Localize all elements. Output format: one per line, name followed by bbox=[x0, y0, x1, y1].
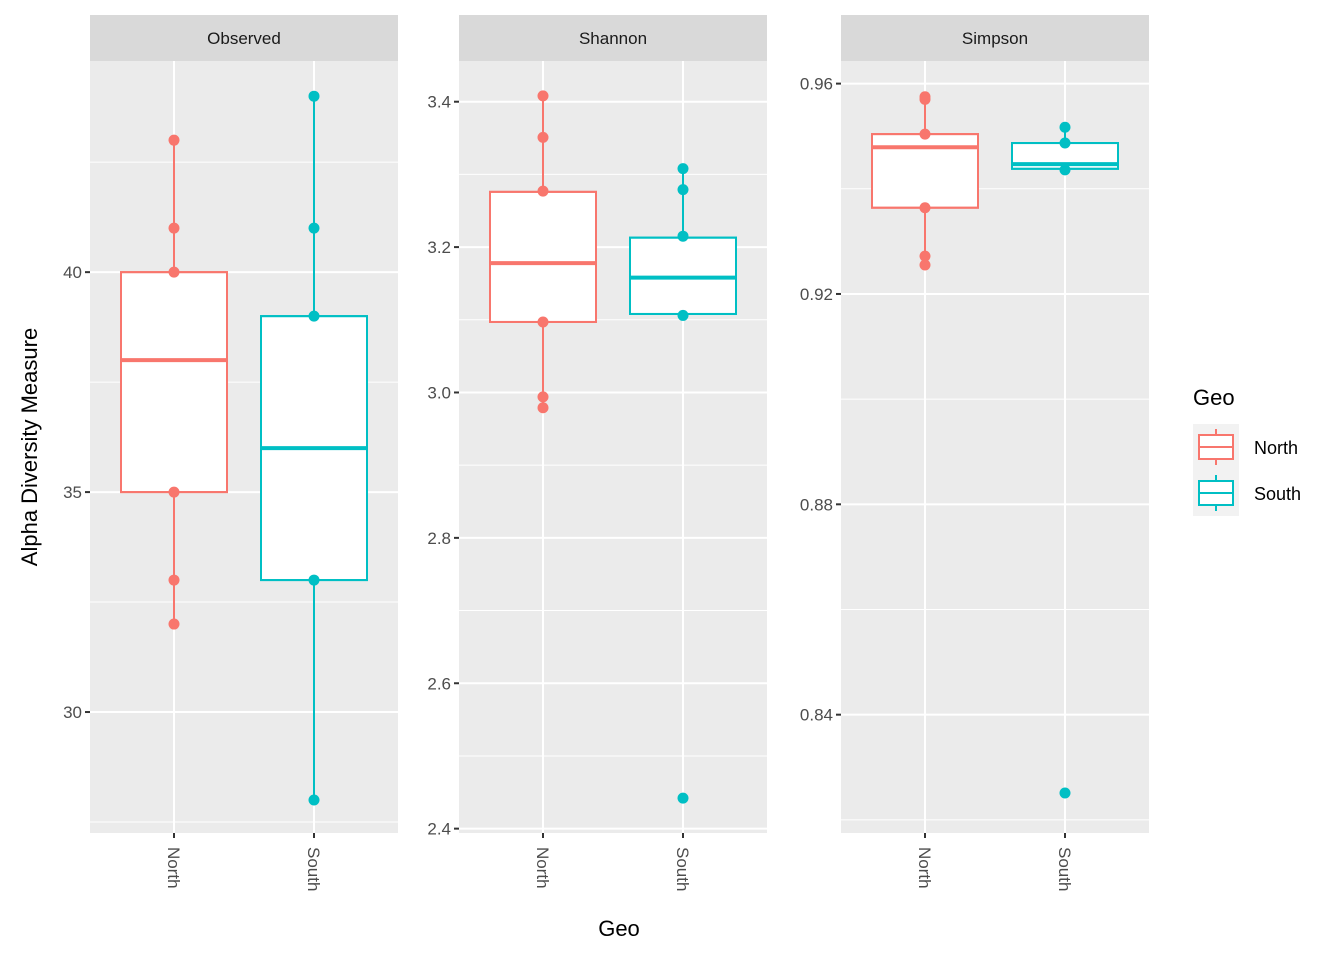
x-tick-label: North bbox=[164, 847, 183, 889]
data-point bbox=[1059, 787, 1071, 799]
data-point bbox=[168, 134, 180, 146]
x-tick-label: South bbox=[304, 847, 323, 891]
legend-key-north bbox=[1198, 429, 1234, 465]
panel-simpson: Simpson 0.84 0.88 0.92 0.96 North South bbox=[800, 15, 1149, 891]
data-point bbox=[677, 163, 689, 175]
data-point bbox=[168, 574, 180, 586]
box-south bbox=[1011, 121, 1119, 799]
legend-key-south bbox=[1198, 475, 1234, 511]
facet-strip-label: Simpson bbox=[962, 29, 1028, 48]
data-point bbox=[919, 93, 931, 105]
box-iqr bbox=[489, 190, 597, 323]
facet-strip-label: Shannon bbox=[579, 29, 647, 48]
facet-strip bbox=[459, 15, 767, 61]
data-point bbox=[1059, 164, 1071, 176]
data-point bbox=[677, 184, 689, 196]
box-outline bbox=[489, 190, 597, 323]
y-tick-label: 3.4 bbox=[427, 93, 451, 112]
data-point bbox=[537, 402, 549, 414]
legend-label: South bbox=[1254, 484, 1301, 504]
box-north bbox=[871, 91, 979, 271]
panel-shannon: Shannon 2.4 2.6 2.8 3.0 3.2 3.4 North South bbox=[427, 15, 767, 891]
facet-strip bbox=[90, 15, 398, 61]
data-point bbox=[919, 250, 931, 262]
x-axis-title: Geo bbox=[598, 916, 640, 941]
legend-title: Geo bbox=[1193, 385, 1235, 410]
y-axis-title: Alpha Diversity Measure bbox=[17, 328, 42, 566]
y-tick-label: 0.88 bbox=[800, 495, 833, 514]
data-point bbox=[919, 259, 931, 271]
data-point bbox=[537, 90, 549, 102]
facet-strip-label: Observed bbox=[207, 29, 281, 48]
data-point bbox=[308, 794, 320, 806]
y-tick-label: 0.92 bbox=[800, 285, 833, 304]
x-tick-label: South bbox=[1055, 847, 1074, 891]
panel-background bbox=[459, 61, 767, 833]
box-iqr bbox=[871, 133, 979, 209]
box-north bbox=[120, 134, 228, 630]
y-tick-label: 0.84 bbox=[800, 706, 833, 725]
y-tick-label: 35 bbox=[63, 483, 82, 502]
box-outline bbox=[1011, 142, 1119, 170]
y-tick-label: 2.8 bbox=[427, 529, 451, 548]
y-tick-label: 30 bbox=[63, 703, 82, 722]
data-point bbox=[537, 391, 549, 403]
x-tick-label: South bbox=[673, 847, 692, 891]
x-tick-label: North bbox=[915, 847, 934, 889]
facet-strip bbox=[841, 15, 1149, 61]
data-point bbox=[537, 131, 549, 143]
box-south bbox=[629, 163, 737, 804]
data-point bbox=[168, 618, 180, 630]
panels: Observed 30 35 40 North South Shannon 2.4 2.6 2.8… bbox=[63, 15, 1149, 891]
box-iqr bbox=[120, 271, 228, 494]
data-point bbox=[308, 222, 320, 234]
y-tick-label: 2.4 bbox=[427, 820, 451, 839]
data-point bbox=[168, 222, 180, 234]
data-point bbox=[677, 309, 689, 321]
y-tick-label: 3.2 bbox=[427, 238, 451, 257]
box-south bbox=[260, 90, 368, 806]
y-tick-label: 40 bbox=[63, 263, 82, 282]
box-outline bbox=[871, 133, 979, 209]
y-tick-label: 0.96 bbox=[800, 75, 833, 94]
legend: Geo North South bbox=[1193, 385, 1301, 516]
box-north bbox=[489, 90, 597, 414]
y-tick-label: 2.6 bbox=[427, 674, 451, 693]
data-point bbox=[1059, 121, 1071, 133]
legend-label: North bbox=[1254, 438, 1298, 458]
panel-observed: Observed 30 35 40 North South bbox=[63, 15, 398, 891]
x-tick-label: North bbox=[533, 847, 552, 889]
data-point bbox=[677, 792, 689, 804]
y-tick-label: 3.0 bbox=[427, 383, 451, 402]
box-outline bbox=[120, 271, 228, 494]
data-point bbox=[308, 90, 320, 102]
data-point bbox=[677, 230, 689, 242]
